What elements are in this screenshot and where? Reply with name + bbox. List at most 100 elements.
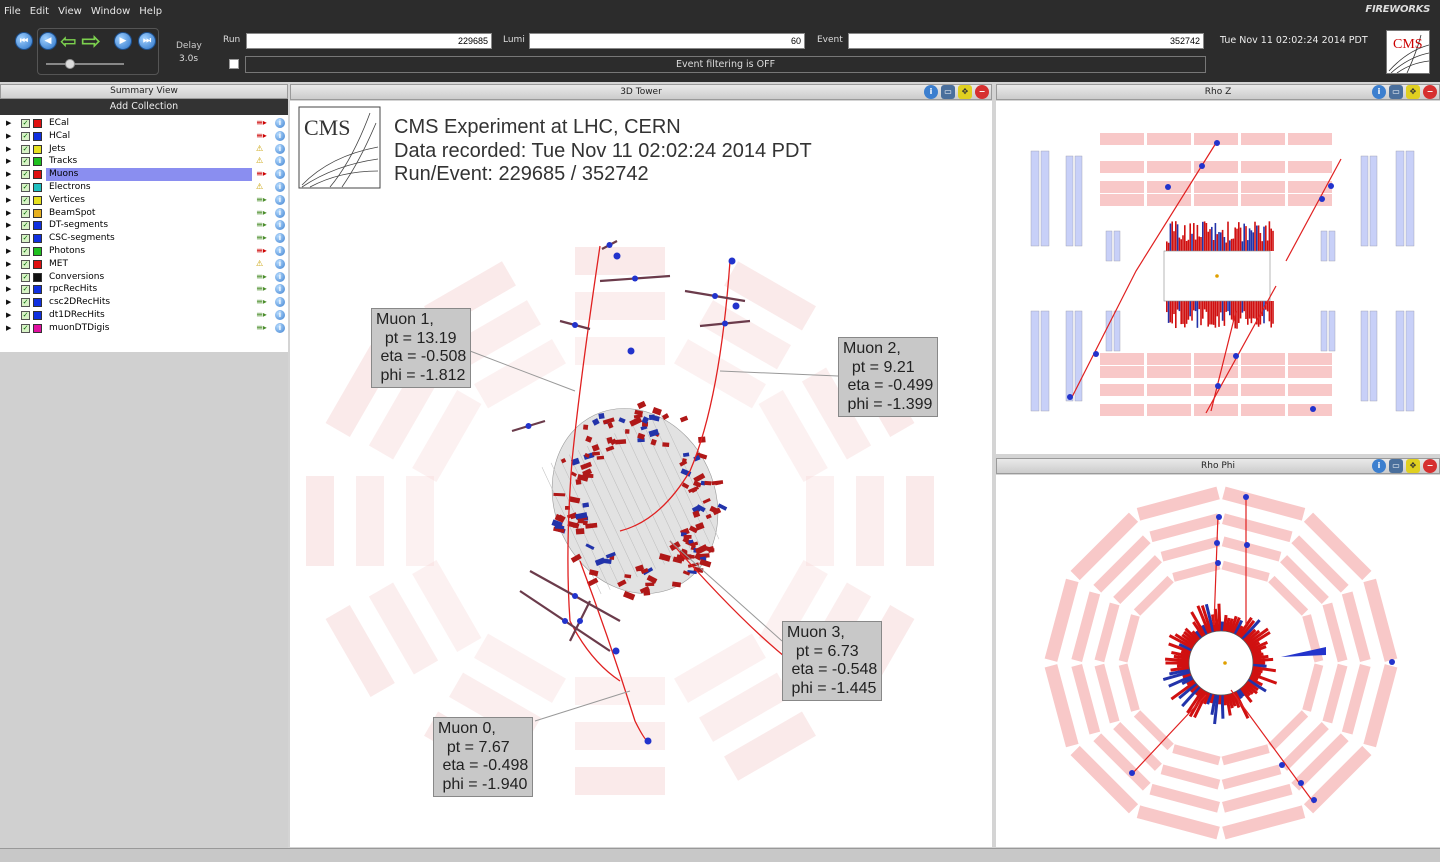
visibility-checkbox[interactable]: ✓ bbox=[21, 221, 30, 231]
info-icon[interactable]: i bbox=[1372, 459, 1386, 473]
menu-edit[interactable]: Edit bbox=[29, 5, 50, 17]
expand-icon[interactable]: ▶ bbox=[6, 144, 12, 153]
collection-row[interactable]: ▶ ✓ MET ⚠ i bbox=[0, 258, 288, 271]
filter-status-icon[interactable]: ⚠ bbox=[256, 258, 264, 268]
collection-name[interactable]: ECal bbox=[49, 118, 69, 128]
add-collection-button[interactable]: Add Collection bbox=[0, 99, 288, 115]
collection-name[interactable]: dt1DRecHits bbox=[49, 309, 105, 320]
visibility-checkbox[interactable]: ✓ bbox=[21, 208, 30, 218]
expand-icon[interactable]: ▶ bbox=[6, 221, 12, 230]
visibility-checkbox[interactable]: ✓ bbox=[21, 323, 30, 333]
3d-tower-view[interactable]: CMS CMS Experiment at LHC, CERN Data rec… bbox=[290, 101, 992, 847]
collection-name[interactable]: CSC-segments bbox=[49, 233, 115, 244]
collection-name[interactable]: BeamSpot bbox=[49, 207, 96, 218]
collection-row[interactable]: ▶ ✓ DT-segments ≡▸ i bbox=[0, 219, 288, 232]
maximize-icon[interactable]: ✥ bbox=[1406, 459, 1420, 473]
filter-status-icon[interactable]: ≡▸ bbox=[256, 130, 267, 140]
event-filter-button[interactable]: Event filtering is OFF bbox=[245, 56, 1206, 73]
color-swatch[interactable] bbox=[33, 234, 42, 244]
undock-icon[interactable]: ▭ bbox=[1389, 459, 1403, 473]
filter-status-icon[interactable]: ≡▸ bbox=[256, 207, 267, 217]
visibility-checkbox[interactable]: ✓ bbox=[21, 144, 30, 154]
expand-icon[interactable]: ▶ bbox=[6, 246, 12, 255]
maximize-icon[interactable]: ✥ bbox=[958, 85, 972, 99]
visibility-checkbox[interactable]: ✓ bbox=[21, 170, 30, 180]
color-swatch[interactable] bbox=[33, 208, 42, 218]
visibility-checkbox[interactable]: ✓ bbox=[21, 298, 30, 308]
visibility-checkbox[interactable]: ✓ bbox=[21, 182, 30, 192]
expand-icon[interactable]: ▶ bbox=[6, 323, 12, 332]
filter-status-icon[interactable]: ≡▸ bbox=[256, 271, 267, 281]
expand-icon[interactable]: ▶ bbox=[6, 234, 12, 243]
info-icon[interactable]: i bbox=[275, 309, 285, 320]
info-icon[interactable]: i bbox=[275, 169, 285, 180]
expand-icon[interactable]: ▶ bbox=[6, 272, 12, 281]
close-icon[interactable]: − bbox=[975, 85, 989, 99]
collection-row[interactable]: ▶ ✓ Electrons ⚠ i bbox=[0, 181, 288, 194]
filter-status-icon[interactable]: ≡▸ bbox=[256, 245, 267, 255]
info-icon[interactable]: i bbox=[275, 156, 285, 167]
info-icon[interactable]: i bbox=[275, 143, 285, 154]
close-icon[interactable]: − bbox=[1423, 459, 1437, 473]
filter-status-icon[interactable]: ≡▸ bbox=[256, 220, 267, 230]
info-icon[interactable]: i bbox=[275, 245, 285, 256]
collection-row[interactable]: ▶ ✓ muonDTDigis ≡▸ i bbox=[0, 322, 288, 335]
event-filter-checkbox[interactable] bbox=[229, 59, 239, 69]
info-icon[interactable]: i bbox=[275, 233, 285, 244]
collection-name[interactable]: Vertices bbox=[49, 194, 85, 205]
collection-row[interactable]: ▶ ✓ Muons ≡▸ i bbox=[0, 168, 288, 181]
info-icon[interactable]: i bbox=[275, 284, 285, 295]
collection-row[interactable]: ▶ ✓ Tracks ⚠ i bbox=[0, 155, 288, 168]
collection-row[interactable]: ▶ ✓ Conversions ≡▸ i bbox=[0, 271, 288, 284]
filter-status-icon[interactable]: ≡▸ bbox=[256, 233, 267, 243]
color-swatch[interactable] bbox=[33, 323, 42, 333]
collection-row[interactable]: ▶ ✓ Jets ⚠ i bbox=[0, 143, 288, 156]
collection-row[interactable]: ▶ ✓ rpcRecHits ≡▸ i bbox=[0, 283, 288, 296]
info-icon[interactable]: i bbox=[275, 322, 285, 333]
collection-name[interactable]: Photons bbox=[49, 245, 86, 256]
delay-slider-track[interactable] bbox=[46, 63, 124, 65]
last-event-icon[interactable]: ⏭ bbox=[138, 32, 156, 50]
event-input[interactable]: 352742 bbox=[848, 33, 1204, 49]
play-backward-icon[interactable]: ◀ bbox=[39, 32, 57, 50]
color-swatch[interactable] bbox=[33, 272, 42, 282]
rho-phi-view[interactable] bbox=[996, 475, 1440, 847]
collection-name[interactable]: MET bbox=[49, 258, 68, 269]
collection-name[interactable]: Muons bbox=[46, 168, 252, 181]
next-event-icon[interactable]: ⇨ bbox=[81, 27, 102, 55]
collection-row[interactable]: ▶ ✓ CSC-segments ≡▸ i bbox=[0, 232, 288, 245]
rho-z-view[interactable] bbox=[996, 101, 1440, 454]
info-icon[interactable]: i bbox=[275, 258, 285, 269]
filter-status-icon[interactable]: ⚠ bbox=[256, 181, 264, 191]
previous-event-icon[interactable]: ⇦ bbox=[60, 29, 77, 53]
color-swatch[interactable] bbox=[33, 310, 42, 320]
expand-icon[interactable]: ▶ bbox=[6, 298, 12, 307]
expand-icon[interactable]: ▶ bbox=[6, 170, 12, 179]
color-swatch[interactable] bbox=[33, 195, 42, 205]
color-swatch[interactable] bbox=[33, 221, 42, 231]
filter-status-icon[interactable]: ≡▸ bbox=[256, 118, 267, 127]
expand-icon[interactable]: ▶ bbox=[6, 208, 12, 217]
visibility-checkbox[interactable]: ✓ bbox=[21, 259, 30, 269]
lumi-input[interactable]: 60 bbox=[529, 33, 805, 49]
play-forward-icon[interactable]: ▶ bbox=[114, 32, 132, 50]
collection-name[interactable]: Electrons bbox=[49, 181, 91, 192]
info-icon[interactable]: i bbox=[924, 85, 938, 99]
collection-row[interactable]: ▶ ✓ BeamSpot ≡▸ i bbox=[0, 207, 288, 220]
visibility-checkbox[interactable]: ✓ bbox=[21, 195, 30, 205]
collection-name[interactable]: Tracks bbox=[49, 156, 78, 167]
color-swatch[interactable] bbox=[33, 182, 42, 192]
visibility-checkbox[interactable]: ✓ bbox=[21, 246, 30, 256]
expand-icon[interactable]: ▶ bbox=[6, 157, 12, 166]
color-swatch[interactable] bbox=[33, 119, 42, 128]
maximize-icon[interactable]: ✥ bbox=[1406, 85, 1420, 99]
filter-status-icon[interactable]: ≡▸ bbox=[256, 322, 267, 332]
filter-status-icon[interactable]: ≡▸ bbox=[256, 194, 267, 204]
menu-help[interactable]: Help bbox=[139, 5, 163, 17]
info-icon[interactable]: i bbox=[275, 207, 285, 218]
color-swatch[interactable] bbox=[33, 157, 42, 167]
collection-row[interactable]: ▶ ✓ csc2DRecHits ≡▸ i bbox=[0, 296, 288, 309]
info-icon[interactable]: i bbox=[275, 271, 285, 282]
info-icon[interactable]: i bbox=[275, 194, 285, 205]
collection-row[interactable]: ▶ ✓ HCal ≡▸ i bbox=[0, 130, 288, 143]
